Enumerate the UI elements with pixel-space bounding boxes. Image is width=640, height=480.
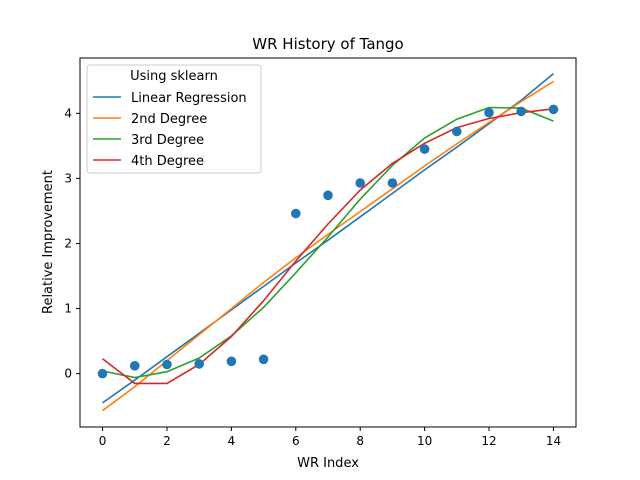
series-line-3: [102, 106, 554, 379]
legend-label-3: 3rd Degree: [131, 133, 204, 148]
legend-label-4: 4th Degree: [131, 154, 204, 169]
data-point: [291, 208, 301, 219]
legend-label-2: 2nd Degree: [131, 112, 207, 127]
legend-label-1: Linear Regression: [131, 91, 247, 106]
chart-title: WR History of Tango: [252, 35, 403, 53]
legend-frame: [86, 64, 262, 174]
y-tick-label: 4: [64, 106, 72, 120]
x-tick-label: 10: [417, 434, 432, 448]
y-tick-label: 0: [64, 367, 72, 381]
y-axis: 0 1 2 3 4: [64, 106, 80, 381]
data-point: [162, 359, 172, 370]
data-point: [387, 178, 398, 188]
x-tick-label: 12: [481, 434, 496, 448]
x-axis: 0 2 4 6 8 10 12 14: [99, 427, 561, 448]
series-line-1: [102, 72, 555, 404]
x-tick-label: 4: [228, 434, 236, 448]
data-point: [419, 144, 430, 154]
x-axis-label: WR Index: [297, 456, 359, 471]
y-axis-label: Relative Improvement: [41, 170, 56, 314]
data-point: [548, 104, 559, 115]
legend-title: Using sklearn: [130, 69, 218, 84]
y-tick-label: 3: [64, 171, 72, 185]
y-tick-label: 2: [64, 236, 72, 250]
data-point: [194, 359, 204, 369]
x-tick-label: 0: [99, 434, 107, 448]
scatter-points: [97, 104, 559, 379]
data-point: [130, 361, 140, 371]
plot-frame: [79, 57, 577, 428]
series-line-2: [102, 80, 554, 412]
y-tick-label: 1: [64, 302, 72, 316]
data-point: [484, 107, 494, 118]
data-point: [516, 106, 526, 117]
data-point: [226, 356, 237, 367]
data-point: [258, 354, 269, 365]
data-point: [452, 126, 462, 137]
x-tick-label: 8: [356, 434, 364, 448]
x-tick-label: 2: [163, 434, 171, 448]
x-tick-label: 14: [546, 434, 561, 448]
x-tick-label: 6: [292, 434, 300, 448]
legend: Using sklearn Linear Regression 2nd Degre…: [86, 64, 262, 174]
series-lines: [102, 72, 555, 412]
series-line-4: [102, 108, 554, 385]
data-point: [97, 368, 108, 379]
data-point: [355, 178, 366, 188]
data-point: [323, 190, 333, 201]
